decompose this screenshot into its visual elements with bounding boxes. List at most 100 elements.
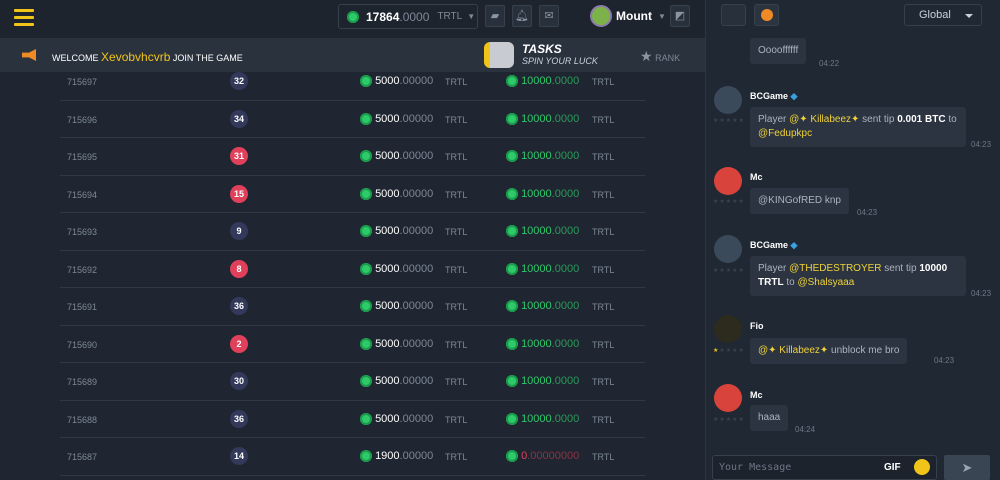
payout-currency: TRTL — [592, 302, 615, 312]
chat-message: Ooooffffff — [750, 38, 807, 64]
rain-icon[interactable] — [721, 4, 746, 26]
game-id[interactable]: 715691 — [67, 302, 98, 312]
table-row[interactable]: 715693 9 5000.00000 TRTL 10000.0000 TRTL — [60, 213, 645, 251]
username[interactable]: Mc — [750, 172, 763, 182]
result-badge: 8 — [230, 259, 248, 278]
emoji-icon[interactable] — [914, 459, 930, 475]
bet-currency: TRTL — [445, 189, 468, 200]
payout-amount: 10000.0000 — [506, 188, 579, 200]
message-time: 04:24 — [795, 425, 816, 434]
username[interactable]: Fio — [750, 321, 764, 331]
trtl-coin-icon — [506, 150, 518, 163]
payout-currency: TRTL — [592, 339, 615, 350]
payout-amount: 0.00000000 — [506, 450, 579, 463]
table-row[interactable]: 715688 36 5000.00000 TRTL 10000.0000 TRT… — [60, 401, 645, 438]
avatar[interactable] — [714, 167, 742, 195]
message-input[interactable]: Your Message — [712, 455, 937, 480]
rank-button[interactable]: ★ RANK — [640, 48, 681, 64]
user-menu[interactable]: Mount ▼ — [590, 5, 666, 27]
bet-amount: 5000.00000 — [360, 113, 433, 125]
trtl-coin-icon — [360, 300, 372, 313]
table-row[interactable]: 715695 31 5000.00000 TRTL 10000.0000 TRT… — [60, 138, 645, 176]
trtl-coin-icon — [506, 412, 518, 425]
payout-amount: 10000.0000 — [506, 263, 579, 275]
username[interactable]: BCGame ◆ — [750, 91, 798, 101]
payout-amount: 10000.0000 — [506, 375, 579, 388]
result-badge: 15 — [230, 184, 248, 203]
result-badge: 9 — [230, 222, 248, 240]
chat-toggle-icon[interactable]: ◩ — [670, 5, 690, 27]
mail-icon[interactable]: ✉ — [539, 5, 559, 27]
tasks-button[interactable]: TASKS SPIN YOUR LUCK — [522, 42, 598, 66]
coin-drop-icon[interactable] — [754, 4, 779, 26]
payout-currency: TRTL — [592, 414, 615, 425]
table-row[interactable]: 715687 14 1900.00000 TRTL 0.00000000 TRT… — [60, 438, 645, 476]
tasks-icon[interactable] — [484, 42, 514, 68]
game-id[interactable]: 715690 — [67, 339, 98, 350]
gif-button[interactable]: GIF — [884, 462, 901, 473]
game-id[interactable]: 715689 — [67, 377, 98, 387]
bet-currency: TRTL — [445, 152, 468, 162]
trtl-coin-icon — [506, 112, 518, 125]
game-id[interactable]: 715694 — [67, 189, 98, 200]
trtl-coin-icon — [360, 262, 372, 275]
username[interactable]: Mc — [750, 390, 763, 400]
payout-amount: 10000.0000 — [506, 150, 579, 163]
username[interactable]: BCGame ◆ — [750, 240, 798, 250]
bet-amount: 5000.00000 — [360, 150, 433, 163]
chat-message: @✦ Killabeez✦ unblock me bro — [750, 338, 908, 364]
game-id[interactable]: 715688 — [67, 414, 98, 425]
table-row[interactable]: 715697 32 5000.00000 TRTL 10000.0000 TRT… — [60, 63, 645, 101]
table-row[interactable]: 715689 30 5000.00000 TRTL 10000.0000 TRT… — [60, 363, 645, 401]
bet-amount: 5000.00000 — [360, 413, 433, 425]
trtl-coin-icon — [347, 10, 359, 23]
top-bar: 17864.0000 TRTL ▼ ▰ 🔔︎ ✉ Mount ▼ ◩ — [0, 0, 705, 38]
trtl-coin-icon — [506, 225, 518, 238]
table-row[interactable]: 715690 2 5000.00000 TRTL 10000.0000 TRTL — [60, 326, 645, 363]
bet-currency: TRTL — [445, 264, 468, 275]
table-row[interactable]: 715694 15 5000.00000 TRTL 10000.0000 TRT… — [60, 176, 645, 213]
avatar[interactable] — [714, 384, 742, 412]
game-id[interactable]: 715696 — [67, 114, 98, 125]
payout-currency: TRTL — [592, 452, 615, 462]
user-level-stars: ★★★★★ — [713, 417, 745, 423]
bet-amount: 5000.00000 — [360, 225, 433, 238]
balance-selector[interactable]: 17864.0000 TRTL ▼ — [338, 4, 478, 29]
message-time: 04:23 — [971, 140, 992, 149]
send-icon: ➤ — [961, 460, 973, 475]
chat-message: haaa — [750, 405, 789, 431]
result-badge: 31 — [230, 147, 248, 165]
table-row[interactable]: 715696 34 5000.00000 TRTL 10000.0000 TRT… — [60, 101, 645, 138]
trtl-coin-icon — [506, 262, 518, 275]
send-button[interactable]: ➤ — [944, 455, 990, 480]
game-id[interactable]: 715693 — [67, 227, 98, 237]
payout-currency: TRTL — [592, 377, 615, 387]
channel-select[interactable]: Global — [904, 4, 982, 26]
avatar[interactable] — [714, 315, 742, 343]
bet-amount: 5000.00000 — [360, 375, 433, 388]
avatar[interactable] — [714, 235, 742, 263]
game-id[interactable]: 715697 — [67, 77, 98, 87]
username: Mount — [616, 9, 652, 23]
table-row[interactable]: 715692 8 5000.00000 TRTL 10000.0000 TRTL — [60, 251, 645, 288]
balance-dec: .0000 — [399, 9, 430, 24]
game-id[interactable]: 715695 — [67, 152, 98, 162]
wallet-icon[interactable]: ▰ — [485, 5, 505, 27]
bet-currency: TRTL — [445, 114, 468, 125]
payout-currency: TRTL — [592, 114, 615, 125]
table-row[interactable]: 715691 36 5000.00000 TRTL 10000.0000 TRT… — [60, 288, 645, 326]
bet-amount: 5000.00000 — [360, 75, 433, 88]
chat-message: @KINGofRED knp — [750, 188, 849, 214]
avatar[interactable] — [714, 86, 742, 114]
game-id[interactable]: 715692 — [67, 264, 98, 275]
megaphone-icon — [22, 49, 36, 61]
result-badge: 2 — [230, 334, 248, 353]
bet-currency: TRTL — [445, 302, 468, 312]
game-id[interactable]: 715687 — [67, 452, 98, 462]
bell-icon[interactable]: 🔔︎ — [512, 5, 532, 27]
chevron-down-icon: ▼ — [467, 12, 476, 21]
payout-currency: TRTL — [592, 77, 615, 87]
chat-message: Player @THEDESTROYER sent tip 10000 TRTL… — [750, 256, 966, 296]
payout-amount: 10000.0000 — [506, 300, 579, 313]
menu-icon[interactable] — [14, 9, 34, 27]
